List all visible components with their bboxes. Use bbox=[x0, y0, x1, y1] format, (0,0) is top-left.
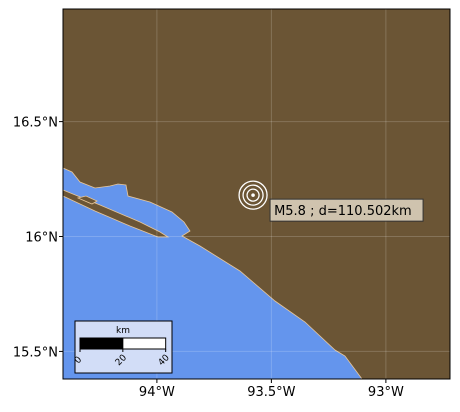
event-annotation: M5.8 ; d=110.502km bbox=[274, 204, 412, 219]
x-tick-label: 93.5°W bbox=[247, 385, 295, 400]
event-marker bbox=[251, 193, 255, 197]
event-ring bbox=[242, 184, 264, 206]
scalebar-label: 0 bbox=[73, 355, 84, 366]
y-tick-label: 16.5°N bbox=[13, 116, 58, 131]
scalebar-segment bbox=[79, 337, 124, 350]
x-tick-label: 94°W bbox=[139, 385, 175, 400]
island bbox=[76, 195, 98, 205]
event-ring bbox=[246, 188, 260, 202]
scalebar-segment bbox=[122, 337, 167, 350]
scalebar-unit: km bbox=[116, 326, 130, 336]
event-ring bbox=[238, 180, 268, 210]
y-tick-label: 15.5°N bbox=[13, 345, 58, 360]
map-frame bbox=[62, 8, 451, 380]
y-tick-label: 16°N bbox=[25, 231, 58, 246]
annotation-box bbox=[269, 198, 424, 222]
x-tick-label: 93°W bbox=[368, 385, 404, 400]
